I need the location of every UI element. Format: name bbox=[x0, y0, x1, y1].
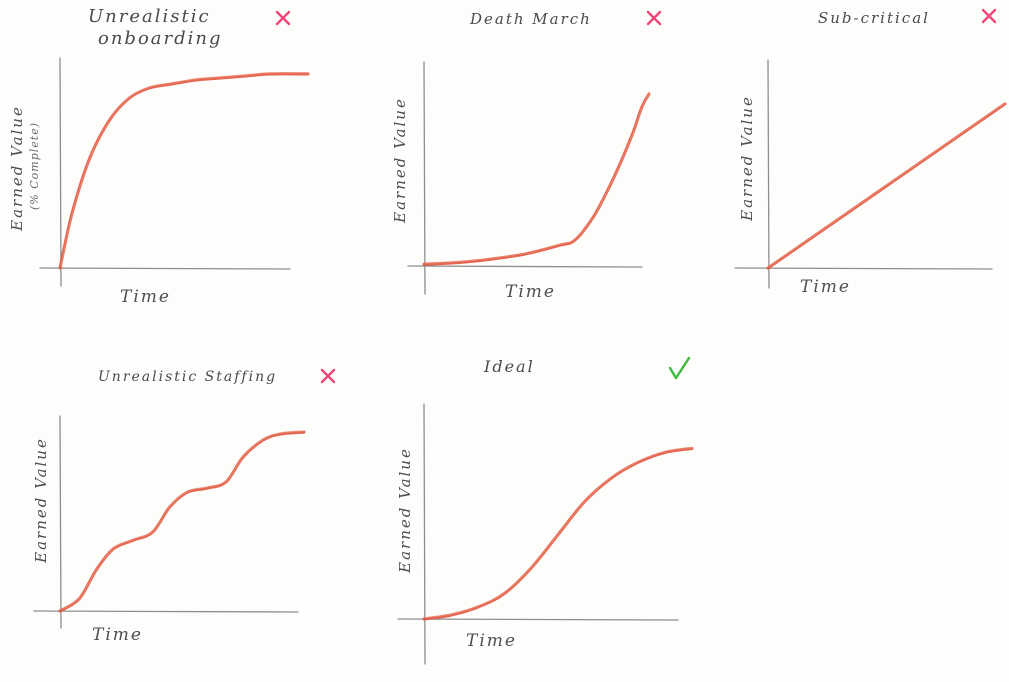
series-line bbox=[58, 72, 310, 270]
chart-panel-5: Ideal Earned Value Time bbox=[396, 356, 694, 665]
series-line-texture bbox=[768, 102, 1007, 268]
chart-panel-4: Unrealistic Staffing Earned Value Time bbox=[32, 368, 336, 645]
y-axis bbox=[59, 57, 62, 287]
series-line-texture bbox=[60, 430, 305, 611]
x-axis-label: Time bbox=[120, 287, 171, 307]
x-axis-label: Time bbox=[800, 277, 851, 297]
x-axis-label: Time bbox=[466, 631, 517, 651]
chart-title-line: Unrealistic bbox=[88, 6, 211, 27]
chart-title-line: Sub-critical bbox=[818, 9, 930, 27]
series-line-texture bbox=[60, 71, 309, 267]
cross-icon bbox=[981, 8, 997, 24]
checkmark-icon bbox=[668, 356, 691, 380]
y-axis-label: Earned Value bbox=[8, 105, 26, 232]
chart-title-line: Ideal bbox=[483, 357, 535, 376]
chart-title-line: Unrealistic Staffing bbox=[98, 369, 277, 385]
x-axis bbox=[734, 267, 993, 270]
y-axis-label: Earned Value bbox=[391, 97, 409, 224]
chart-title-line: onboarding bbox=[98, 28, 223, 49]
x-axis-label: Time bbox=[92, 625, 143, 645]
x-axis bbox=[397, 618, 679, 621]
y-axis bbox=[767, 59, 770, 289]
x-axis bbox=[407, 265, 643, 268]
series-line bbox=[58, 430, 306, 613]
x-axis bbox=[39, 267, 291, 270]
y-axis bbox=[423, 403, 426, 665]
x-axis bbox=[33, 610, 299, 613]
chart-panel-3: Sub-critical Earned Value Time bbox=[734, 8, 1007, 297]
y-axis bbox=[59, 415, 62, 629]
series-line-texture bbox=[424, 446, 693, 619]
chart-title-line: Death March bbox=[469, 10, 592, 28]
y-axis-label: Earned Value bbox=[738, 95, 756, 222]
y-axis-label: Earned Value bbox=[396, 447, 414, 574]
y-axis-sublabel: (% Complete) bbox=[28, 122, 41, 210]
series-line-texture bbox=[424, 92, 651, 264]
y-axis bbox=[423, 61, 426, 295]
cross-icon bbox=[320, 368, 336, 384]
cross-icon bbox=[646, 10, 662, 26]
y-axis-label: Earned Value bbox=[32, 437, 50, 564]
series-line bbox=[422, 92, 651, 266]
chart-panel-2: Death March Earned Value Time bbox=[391, 10, 662, 302]
x-axis-label: Time bbox=[505, 282, 556, 302]
cross-icon bbox=[275, 10, 291, 26]
